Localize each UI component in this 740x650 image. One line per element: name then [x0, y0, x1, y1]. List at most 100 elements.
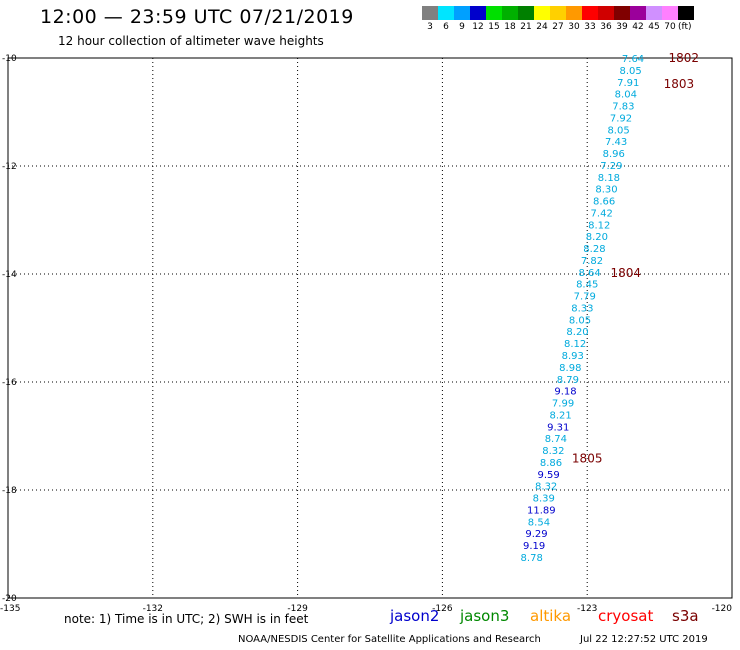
wave-height-value: 9.29: [525, 529, 547, 540]
colorbar-swatch: [534, 6, 550, 20]
orbit-revolution-label: 1802: [668, 51, 699, 65]
wave-height-value: 8.32: [535, 482, 557, 493]
wave-height-value: 8.64: [578, 268, 600, 279]
colorbar-label: 15: [488, 22, 500, 32]
wave-height-value: 7.99: [552, 399, 574, 410]
wave-height-value: 8.33: [571, 303, 593, 314]
wave-height-value: 8.20: [586, 232, 608, 243]
legend-item-altika: altika: [530, 607, 572, 625]
wave-height-value: 7.42: [591, 208, 613, 219]
colorbar-swatch: [662, 6, 678, 20]
lon-tick-label: -126: [432, 604, 453, 614]
wave-height-value: 7.92: [610, 113, 632, 124]
wave-height-value: 8.74: [545, 434, 567, 445]
wave-height-value: 8.93: [562, 351, 584, 362]
wave-height-value: 11.89: [527, 505, 556, 516]
wave-height-value: 8.20: [566, 327, 588, 338]
colorbar-label: 30: [568, 22, 580, 32]
wave-height-value: 8.32: [542, 446, 564, 457]
legend-item-cryosat: cryosat: [598, 607, 654, 625]
colorbar-swatch: [566, 6, 582, 20]
page-title: 12:00 — 23:59 UTC 07/21/2019: [40, 6, 354, 28]
wave-height-value: 8.12: [588, 220, 610, 231]
colorbar-label: 24: [536, 22, 548, 32]
colorbar-label: 70: [664, 22, 676, 32]
colorbar-swatch: [614, 6, 630, 20]
lat-tick-label: -12: [2, 162, 17, 172]
page-subtitle: 12 hour collection of altimeter wave hei…: [58, 34, 324, 48]
wave-height-value: 8.78: [521, 553, 543, 564]
colorbar-label: 6: [443, 22, 449, 32]
colorbar-label: 21: [520, 22, 532, 32]
lat-tick-label: -20: [2, 594, 17, 604]
wave-height-value: 7.82: [581, 256, 603, 267]
wave-height-value: 8.12: [564, 339, 586, 350]
lon-tick-label: -120: [712, 604, 733, 614]
colorbar-swatch: [518, 6, 534, 20]
lon-tick-label: -123: [577, 604, 597, 614]
colorbar-swatch: [470, 6, 486, 20]
colorbar-label: 39: [616, 22, 628, 32]
colorbar-swatch: [678, 6, 694, 20]
wave-height-value: 8.86: [540, 458, 562, 469]
wave-height-value: 8.79: [557, 375, 579, 386]
colorbar-swatch: [598, 6, 614, 20]
orbit-revolution-label: 1805: [572, 452, 603, 466]
lat-tick-label: -18: [2, 486, 17, 496]
wave-height-value: 9.19: [523, 541, 545, 552]
wave-height-value: 8.05: [569, 315, 591, 326]
credit-text: NOAA/NESDIS Center for Satellite Applica…: [238, 634, 541, 645]
colorbar-swatch: [550, 6, 566, 20]
colorbar-label: 3: [427, 22, 433, 32]
lat-tick-label: -14: [2, 270, 17, 280]
colorbar-unit: (ft): [678, 22, 692, 32]
wave-height-value: 7.29: [600, 161, 622, 172]
colorbar-swatch: [582, 6, 598, 20]
colorbar-label: 36: [600, 22, 612, 32]
wave-height-value: 8.39: [533, 494, 555, 505]
colorbar-swatch: [486, 6, 502, 20]
lon-tick-label: -129: [287, 604, 308, 614]
wave-height-value: 8.28: [583, 244, 605, 255]
wave-height-value: 9.18: [554, 387, 576, 398]
colorbar-label: 42: [632, 22, 644, 32]
colorbar-label: 45: [648, 22, 660, 32]
legend-item-jason2: jason2: [390, 607, 440, 625]
wave-height-value: 8.30: [595, 185, 617, 196]
colorbar-label: 33: [584, 22, 596, 32]
colorbar-label: 27: [552, 22, 564, 32]
colorbar-label: 9: [459, 22, 465, 32]
wave-height-value: 8.18: [598, 173, 620, 184]
wave-height-value: 8.98: [559, 363, 581, 374]
orbit-revolution-label: 1803: [664, 77, 695, 91]
wave-height-value: 7.83: [612, 102, 634, 113]
wave-height-value: 8.45: [576, 280, 598, 291]
wave-height-value: 7.91: [617, 78, 639, 89]
colorbar: [422, 6, 694, 20]
wave-height-value: 8.96: [603, 149, 625, 160]
wave-height-value: 7.43: [605, 137, 627, 148]
colorbar-swatch: [422, 6, 438, 20]
colorbar-swatch: [646, 6, 662, 20]
wave-height-value: 7.64: [622, 54, 644, 65]
wave-height-value: 8.05: [620, 66, 642, 77]
lon-tick-label: -135: [0, 604, 20, 614]
legend-item-s3a: s3a: [672, 607, 699, 625]
wave-height-value: 8.54: [528, 517, 550, 528]
colorbar-label: 12: [472, 22, 484, 32]
wave-height-value: 8.21: [550, 410, 572, 421]
map-frame: [7, 57, 733, 599]
colorbar-swatch: [630, 6, 646, 20]
colorbar-swatch: [438, 6, 454, 20]
colorbar-label: 18: [504, 22, 516, 32]
colorbar-swatch: [454, 6, 470, 20]
lat-tick-label: -16: [2, 378, 17, 388]
orbit-revolution-label: 1804: [611, 266, 642, 280]
units-note: note: 1) Time is in UTC; 2) SWH is in fe…: [64, 612, 309, 626]
wave-height-value: 7.79: [574, 292, 596, 303]
colorbar-labels: 3 6 9 12 15 18 21 24 27 30 33 36 39 42 45 70 (ft): [422, 22, 692, 32]
wave-height-value: 9.59: [537, 470, 559, 481]
wave-height-value: 8.05: [607, 125, 629, 136]
legend-item-jason3: jason3: [460, 607, 510, 625]
